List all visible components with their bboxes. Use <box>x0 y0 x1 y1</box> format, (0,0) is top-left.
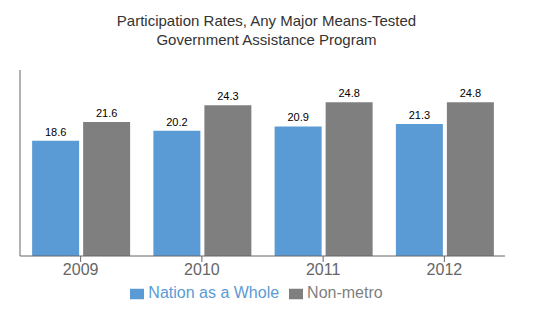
svg-text:2011: 2011 <box>306 261 341 278</box>
svg-text:24.8: 24.8 <box>338 87 359 99</box>
svg-text:24.3: 24.3 <box>217 90 238 102</box>
svg-text:18.6: 18.6 <box>45 126 66 138</box>
svg-text:20.9: 20.9 <box>287 111 308 123</box>
svg-text:20.2: 20.2 <box>166 116 187 128</box>
svg-text:2010: 2010 <box>184 261 220 278</box>
svg-text:24.8: 24.8 <box>460 87 481 99</box>
svg-text:2009: 2009 <box>63 261 99 278</box>
svg-text:2012: 2012 <box>427 261 463 278</box>
html-text:Non-metro: Non-metro <box>307 284 383 301</box>
html-text:Nation as a Whole: Nation as a Whole <box>148 284 280 301</box>
html-text:Participation Rates, Any Major: Participation Rates, Any Major Means-Tes… <box>116 12 417 48</box>
svg-text:21.6: 21.6 <box>96 107 117 119</box>
svg-text:21.3: 21.3 <box>409 109 430 121</box>
